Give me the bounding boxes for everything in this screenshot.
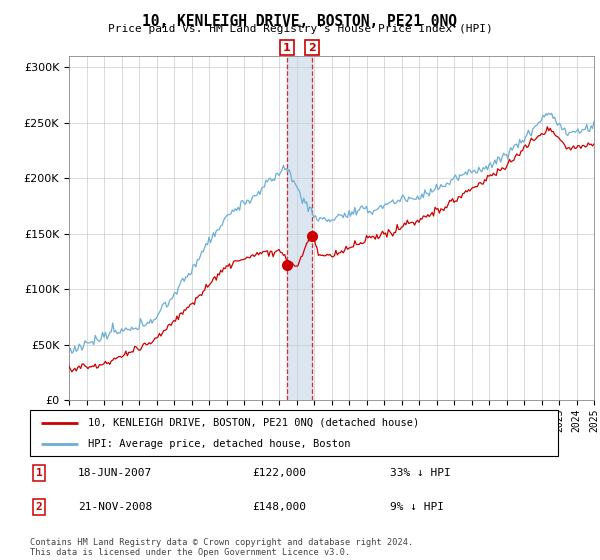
Text: 1: 1 (35, 468, 43, 478)
Text: 18-JUN-2007: 18-JUN-2007 (78, 468, 152, 478)
Text: HPI: Average price, detached house, Boston: HPI: Average price, detached house, Bost… (88, 439, 350, 449)
Text: 9% ↓ HPI: 9% ↓ HPI (390, 502, 444, 512)
Text: £148,000: £148,000 (252, 502, 306, 512)
Bar (287, 56, 312, 400)
Text: 10, KENLEIGH DRIVE, BOSTON, PE21 0NQ: 10, KENLEIGH DRIVE, BOSTON, PE21 0NQ (143, 14, 458, 29)
Text: 33% ↓ HPI: 33% ↓ HPI (390, 468, 451, 478)
Text: Contains HM Land Registry data © Crown copyright and database right 2024.
This d: Contains HM Land Registry data © Crown c… (30, 538, 413, 557)
Text: 2: 2 (35, 502, 43, 512)
Text: £122,000: £122,000 (252, 468, 306, 478)
Text: Price paid vs. HM Land Registry's House Price Index (HPI): Price paid vs. HM Land Registry's House … (107, 24, 493, 34)
Text: 1: 1 (283, 43, 291, 53)
FancyBboxPatch shape (30, 410, 558, 456)
Text: 10, KENLEIGH DRIVE, BOSTON, PE21 0NQ (detached house): 10, KENLEIGH DRIVE, BOSTON, PE21 0NQ (de… (88, 418, 419, 428)
Text: 2: 2 (308, 43, 316, 53)
Text: 21-NOV-2008: 21-NOV-2008 (78, 502, 152, 512)
